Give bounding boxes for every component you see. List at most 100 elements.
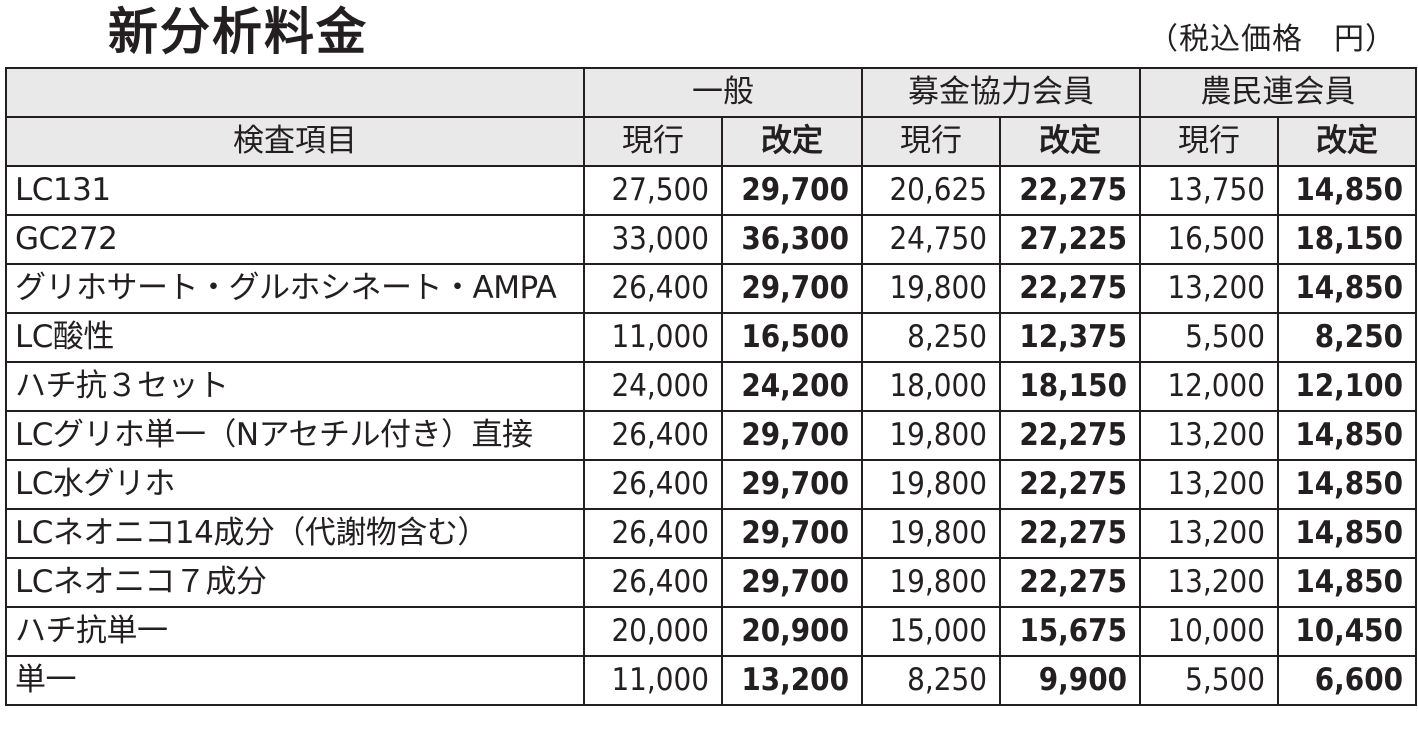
header-empty-cell: [5, 67, 585, 118]
item-name-cell: LC水グリホ: [5, 459, 585, 510]
revised-price-cell: 12,375: [999, 312, 1141, 363]
revised-price-cell: 24,200: [721, 361, 863, 412]
current-price-cell: 15,000: [861, 606, 1001, 657]
table-row: ハチ抗３セット 24,000 24,200 18,000 18,150 12,000 12,…: [5, 361, 1417, 412]
current-price-cell: 26,400: [583, 263, 723, 314]
revised-price-cell: 22,275: [999, 557, 1141, 608]
table-row: LC131 27,500 29,700 20,625 22,275 13,750 14,85…: [5, 165, 1417, 216]
revised-price-cell: 12,100: [1277, 361, 1417, 412]
table-row: ハチ抗単一 20,000 20,900 15,000 15,675 10,000 10,45…: [5, 606, 1417, 657]
current-price-cell: 27,500: [583, 165, 723, 216]
header-row-columns: 検査項目 現行 改定 現行 改定 現行 改定: [5, 116, 1417, 167]
revised-price-cell: 14,850: [1277, 557, 1417, 608]
current-price-cell: 26,400: [583, 508, 723, 559]
revised-price-cell: 18,150: [1277, 214, 1417, 265]
revised-price-cell: 20,900: [721, 606, 863, 657]
item-name-cell: LC酸性: [5, 312, 585, 363]
table-row: LCネオニコ14成分（代謝物含む） 26,400 29,700 19,800 22,27…: [5, 508, 1417, 559]
current-price-cell: 19,800: [861, 263, 1001, 314]
header-current-general: 現行: [583, 116, 723, 167]
item-name-cell: LC131: [5, 165, 585, 216]
revised-price-cell: 22,275: [999, 410, 1141, 461]
revised-price-cell: 18,150: [999, 361, 1141, 412]
table-row: LC水グリホ 26,400 29,700 19,800 22,275 13,200 14,8…: [5, 459, 1417, 510]
revised-price-cell: 22,275: [999, 263, 1141, 314]
revised-price-cell: 29,700: [721, 263, 863, 314]
current-price-cell: 20,625: [861, 165, 1001, 216]
current-price-cell: 33,000: [583, 214, 723, 265]
current-price-cell: 16,500: [1139, 214, 1279, 265]
table-row: LCネオニコ７成分 26,400 29,700 19,800 22,275 13,200 1…: [5, 557, 1417, 608]
revised-price-cell: 29,700: [721, 410, 863, 461]
current-price-cell: 26,400: [583, 410, 723, 461]
item-name-cell: ハチ抗３セット: [5, 361, 585, 412]
current-price-cell: 26,400: [583, 459, 723, 510]
current-price-cell: 13,750: [1139, 165, 1279, 216]
header-group-donor: 募金協力会員: [861, 67, 1141, 118]
revised-price-cell: 14,850: [1277, 165, 1417, 216]
revised-price-cell: 13,200: [721, 655, 863, 706]
item-name-cell: 単一: [5, 655, 585, 706]
current-price-cell: 19,800: [861, 410, 1001, 461]
current-price-cell: 10,000: [1139, 606, 1279, 657]
header-revised-general: 改定: [721, 116, 863, 167]
revised-price-cell: 6,600: [1277, 655, 1417, 706]
price-note: （税込価格 円）: [1148, 22, 1396, 57]
revised-price-cell: 29,700: [721, 508, 863, 559]
item-name-cell: GC272: [5, 214, 585, 265]
revised-price-cell: 16,500: [721, 312, 863, 363]
table-row: LCグリホ単一（Nアセチル付き）直接 26,400 29,700 19,800 22,2…: [5, 410, 1417, 461]
revised-price-cell: 29,700: [721, 165, 863, 216]
revised-price-cell: 10,450: [1277, 606, 1417, 657]
revised-price-cell: 15,675: [999, 606, 1141, 657]
header-row-groups: 一般 募金協力会員 農民連会員: [5, 67, 1417, 118]
header-current-farmer: 現行: [1139, 116, 1279, 167]
item-name-cell: ハチ抗単一: [5, 606, 585, 657]
revised-price-cell: 36,300: [721, 214, 863, 265]
current-price-cell: 19,800: [861, 557, 1001, 608]
item-name-cell: LCネオニコ７成分: [5, 557, 585, 608]
revised-price-cell: 14,850: [1277, 508, 1417, 559]
current-price-cell: 19,800: [861, 508, 1001, 559]
current-price-cell: 18,000: [861, 361, 1001, 412]
revised-price-cell: 22,275: [999, 459, 1141, 510]
item-name-cell: LCグリホ単一（Nアセチル付き）直接: [5, 410, 585, 461]
table-row: GC272 33,000 36,300 24,750 27,225 16,500 18,15…: [5, 214, 1417, 265]
current-price-cell: 11,000: [583, 655, 723, 706]
revised-price-cell: 22,275: [999, 508, 1141, 559]
current-price-cell: 13,200: [1139, 263, 1279, 314]
current-price-cell: 19,800: [861, 459, 1001, 510]
current-price-cell: 13,200: [1139, 410, 1279, 461]
revised-price-cell: 27,225: [999, 214, 1141, 265]
price-table: 一般 募金協力会員 農民連会員 検査項目 現行 改定 現行 改定 現行 改定 L…: [5, 67, 1417, 706]
revised-price-cell: 29,700: [721, 557, 863, 608]
current-price-cell: 26,400: [583, 557, 723, 608]
revised-price-cell: 9,900: [999, 655, 1141, 706]
table-row: 単一 11,000 13,200 8,250 9,900 5,500 6,600: [5, 655, 1417, 706]
revised-price-cell: 8,250: [1277, 312, 1417, 363]
current-price-cell: 8,250: [861, 655, 1001, 706]
revised-price-cell: 14,850: [1277, 263, 1417, 314]
header-group-farmer: 農民連会員: [1139, 67, 1417, 118]
item-name-cell: グリホサート・グルホシネート・AMPA: [5, 263, 585, 314]
revised-price-cell: 22,275: [999, 165, 1141, 216]
header-current-donor: 現行: [861, 116, 1001, 167]
current-price-cell: 8,250: [861, 312, 1001, 363]
current-price-cell: 20,000: [583, 606, 723, 657]
current-price-cell: 11,000: [583, 312, 723, 363]
header-revised-farmer: 改定: [1277, 116, 1417, 167]
header-revised-donor: 改定: [999, 116, 1141, 167]
revised-price-cell: 29,700: [721, 459, 863, 510]
revised-price-cell: 14,850: [1277, 410, 1417, 461]
current-price-cell: 12,000: [1139, 361, 1279, 412]
current-price-cell: 24,000: [583, 361, 723, 412]
table-row: LC酸性 11,000 16,500 8,250 12,375 5,500 8,250: [5, 312, 1417, 363]
header-item-label: 検査項目: [5, 116, 585, 167]
current-price-cell: 5,500: [1139, 655, 1279, 706]
current-price-cell: 24,750: [861, 214, 1001, 265]
page-title: 新分析料金: [108, 3, 368, 61]
current-price-cell: 13,200: [1139, 557, 1279, 608]
revised-price-cell: 14,850: [1277, 459, 1417, 510]
item-name-cell: LCネオニコ14成分（代謝物含む）: [5, 508, 585, 559]
table-row: グリホサート・グルホシネート・AMPA 26,400 29,700 19,800 22,…: [5, 263, 1417, 314]
